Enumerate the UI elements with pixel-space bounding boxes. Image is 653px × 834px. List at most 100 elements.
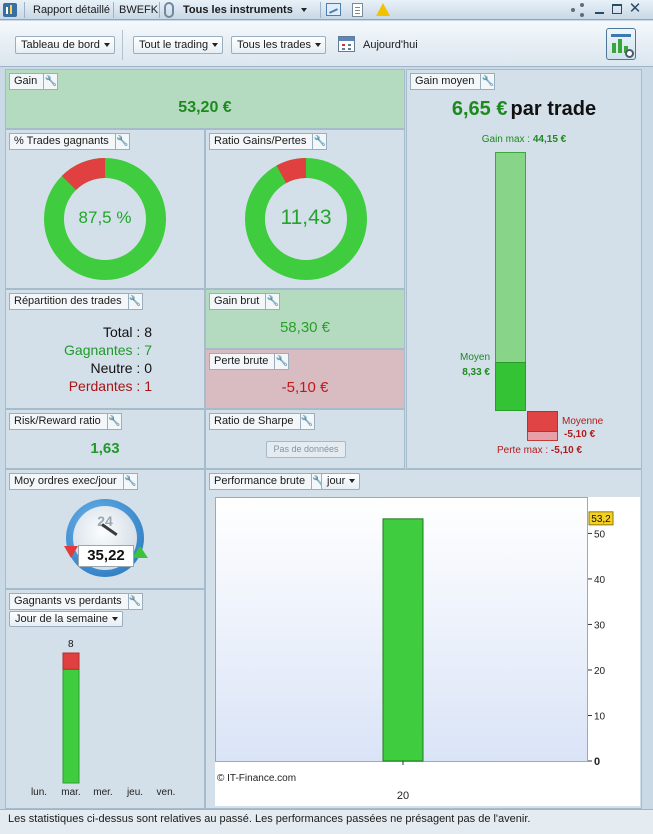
- gain-moyen-header: Gain moyen 🔧: [410, 73, 496, 90]
- gross-loss-panel: Perte brute 🔧 -5,10 €: [205, 349, 405, 409]
- y-tick-label: 50: [594, 529, 606, 540]
- y-tick-label: 20: [594, 666, 606, 677]
- average-gain-value: 6,65 €: [451, 98, 508, 120]
- gain-max-value: 44,15 €: [532, 134, 567, 145]
- account-name[interactable]: BWEFK: [119, 4, 159, 16]
- perte-max-bar: [527, 411, 558, 441]
- wrench-icon[interactable]: 🔧: [122, 474, 137, 489]
- day-of-week-dropdown[interactable]: Jour de la semaine: [9, 611, 123, 627]
- winners-vs-losers-panel: Gagnants vs perdants 🔧 Jour de la semain…: [5, 589, 205, 809]
- tab-rapport-detaille[interactable]: Rapport détaillé: [33, 4, 111, 16]
- donut-loss-arc: [276, 158, 307, 184]
- wrench-icon[interactable]: 🔧: [480, 74, 495, 89]
- wrench-icon[interactable]: 🔧: [114, 134, 129, 149]
- warning-icon[interactable]: [376, 3, 390, 16]
- gvp-win-bar: [62, 668, 80, 784]
- winners-vs-losers-header: Gagnants vs perdants 🔧: [9, 593, 143, 610]
- average-loss-bar: [527, 411, 558, 432]
- avg-orders-title: Moy ordres exec/jour: [14, 475, 117, 487]
- day-label: jeu.: [126, 787, 144, 798]
- plot-frame: [215, 497, 588, 762]
- calendar-icon[interactable]: [338, 36, 355, 52]
- wrench-icon[interactable]: 🔧: [127, 294, 142, 309]
- no-data-button[interactable]: Pas de données: [266, 441, 346, 458]
- perte-max-line: Perte max : -5,10 €: [497, 445, 582, 456]
- document-icon[interactable]: [352, 3, 363, 17]
- sharpe-title: Ratio de Sharpe: [214, 415, 294, 427]
- wrench-icon[interactable]: 🔧: [265, 294, 279, 309]
- window-icon: [3, 3, 17, 17]
- wrench-icon[interactable]: 🔧: [312, 134, 327, 149]
- period-dropdown[interactable]: jour: [321, 473, 361, 490]
- instruments-label: Tous les instruments: [183, 4, 293, 16]
- chevron-down-icon: [103, 43, 110, 47]
- gain-value: 53,20 €: [178, 99, 232, 116]
- chevron-down-icon: [212, 43, 219, 47]
- minimize-icon[interactable]: [595, 12, 604, 14]
- gain-panel: Gain 🔧 53,20 €: [5, 69, 405, 129]
- losing-trades: Perdantes : 1: [68, 378, 152, 394]
- instruments-dropdown[interactable]: Tous les instruments: [183, 0, 307, 20]
- day-label: mar.: [61, 787, 81, 798]
- dashboard-settings-icon[interactable]: [606, 28, 636, 60]
- day-label: ven.: [156, 787, 176, 798]
- perte-max-value: -5,10 €: [550, 445, 583, 456]
- pct-winning-value: 87,5 %: [78, 208, 132, 227]
- gain-max-line: Gain max : 44,15 €: [407, 134, 641, 145]
- ratio-value: 11,43: [280, 206, 332, 229]
- donut-loss-arc: [61, 158, 106, 191]
- wrench-icon[interactable]: 🔧: [299, 414, 314, 429]
- gross-loss-header: Perte brute 🔧: [209, 353, 290, 370]
- distribution-title: Répartition des trades: [14, 295, 122, 307]
- winners-vs-losers-title: Gagnants vs perdants: [14, 595, 122, 607]
- toolbar: Tableau de bord Tout le trading Tous les…: [0, 21, 653, 67]
- link-icon[interactable]: [164, 2, 174, 18]
- chart-view-icon[interactable]: [326, 3, 341, 16]
- moyen-value: 8,33 €: [462, 367, 490, 378]
- wrench-icon[interactable]: 🔧: [106, 414, 121, 429]
- moyenne-value: -5,10 €: [564, 429, 596, 440]
- wrench-icon[interactable]: 🔧: [311, 474, 325, 489]
- dashboard-label: Tableau de bord: [21, 39, 100, 51]
- average-gain-suffix: par trade: [510, 98, 597, 120]
- maximize-icon[interactable]: [612, 4, 622, 14]
- watermark: © IT-Finance.com: [217, 773, 297, 784]
- average-gain-line: 6,65 € par trade: [407, 98, 641, 121]
- wrench-icon[interactable]: 🔧: [274, 354, 289, 369]
- today-label[interactable]: Aujourd'hui: [363, 39, 418, 51]
- gain-header: Gain 🔧: [9, 73, 59, 90]
- down-arrow-icon: [64, 546, 78, 558]
- chevron-down-icon: [314, 43, 321, 47]
- trades-label: Tous les trades: [237, 39, 311, 51]
- share-icon[interactable]: [570, 3, 586, 17]
- day-label: lun.: [30, 787, 48, 798]
- neutral-trades: Neutre : 0: [90, 360, 152, 376]
- current-value-tag-label: 53,2: [591, 514, 611, 525]
- gross-gain-value: 58,30 €: [279, 319, 331, 336]
- up-arrow-icon: [132, 546, 148, 558]
- trading-label: Tout le trading: [139, 39, 209, 51]
- chevron-down-icon: [349, 479, 356, 483]
- gain-moyen-panel: Gain moyen 🔧 6,65 € par trade Gain max :…: [406, 69, 642, 469]
- current-value-tag: [588, 511, 614, 526]
- dashboard-dropdown[interactable]: Tableau de bord: [15, 36, 115, 54]
- avg-orders-panel: Moy ordres exec/jour 🔧 24 35,22: [5, 469, 205, 589]
- gain-moyen-title: Gain moyen: [415, 75, 475, 87]
- trading-dropdown[interactable]: Tout le trading: [133, 36, 224, 54]
- wrench-icon[interactable]: 🔧: [127, 594, 142, 609]
- separator: [159, 2, 160, 18]
- y-tick-label: 10: [594, 711, 606, 722]
- distribution-panel: Répartition des trades 🔧 Total : 8 Gagna…: [5, 289, 205, 409]
- performance-bar: [382, 518, 424, 762]
- performance-panel: Performance brute 🔧 jour 0 10 20 30 40 50 20 53…: [205, 469, 642, 809]
- wrench-icon[interactable]: 🔧: [43, 74, 57, 89]
- gross-gain-header: Gain brut 🔧: [209, 293, 281, 310]
- moyen-label-block: Moyen 8,33 €: [457, 352, 490, 378]
- trades-dropdown[interactable]: Tous les trades: [231, 36, 326, 54]
- separator: [24, 2, 25, 18]
- distribution-header: Répartition des trades 🔧: [9, 293, 143, 310]
- perte-max-label: Perte max :: [497, 445, 549, 456]
- performance-title: Performance brute: [214, 475, 306, 487]
- close-icon[interactable]: ✕: [628, 0, 642, 17]
- risk-reward-title: Risk/Reward ratio: [14, 415, 101, 427]
